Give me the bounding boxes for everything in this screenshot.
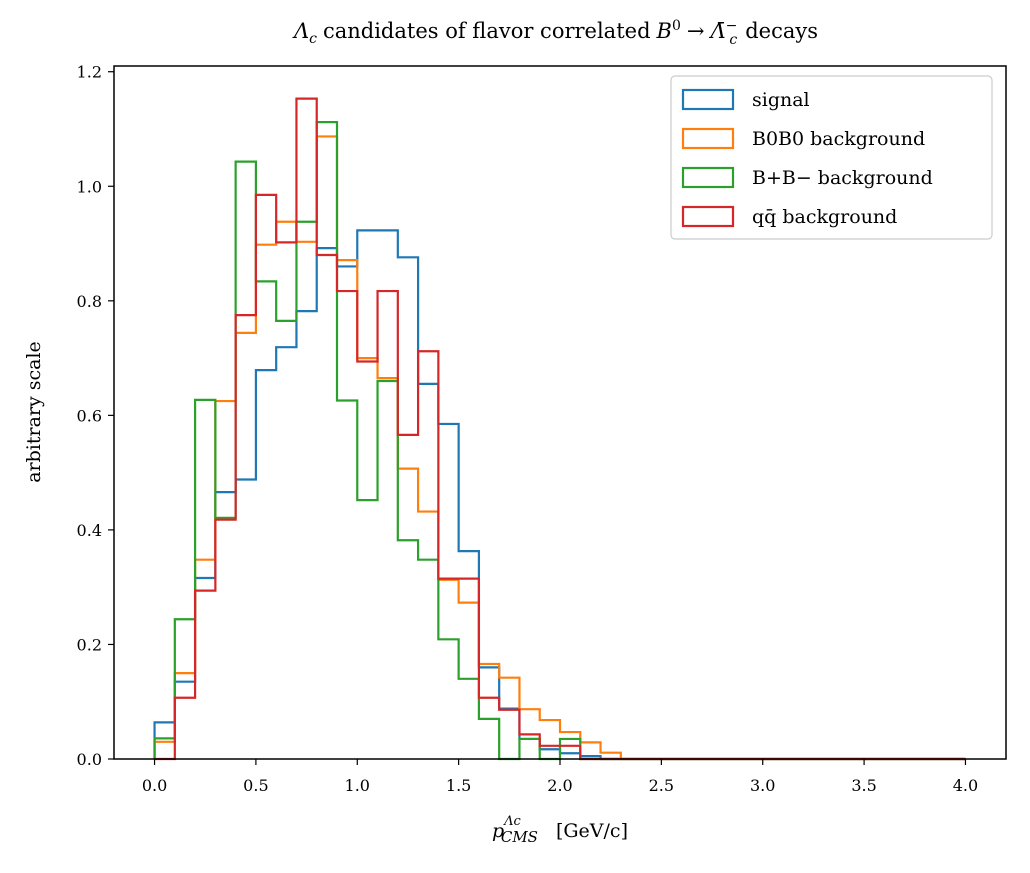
chart-title: Λc candidates of flavor correlated B0 → Λ̄− c… — [292, 18, 818, 48]
x-tick-label: 0.0 — [142, 776, 167, 795]
legend-swatch-qqbar — [681, 205, 735, 228]
x-tick-label: 4.0 — [953, 776, 978, 795]
x-tick-label: 1.5 — [446, 776, 471, 795]
legend-swatch-signal — [681, 88, 735, 111]
x-tick-label: 3.0 — [750, 776, 775, 795]
y-tick-label: 0.2 — [77, 635, 102, 654]
legend-label-bpbm: B+B− background — [752, 167, 933, 189]
x-axis-label: pΛc CMS [GeV/c] — [492, 814, 628, 846]
x-axis-ticks: 0.0 0.5 1.0 1.5 2.0 2.5 3.0 3.5 4.0 — [142, 759, 978, 795]
y-tick-label: 0.6 — [77, 406, 102, 425]
y-tick-label: 0.8 — [77, 292, 102, 311]
y-tick-label: 1.2 — [77, 63, 102, 82]
x-tick-label: 2.5 — [649, 776, 674, 795]
y-tick-label: 0.4 — [77, 521, 102, 540]
x-tick-label: 1.0 — [345, 776, 370, 795]
legend-swatch-b0b0 — [681, 127, 735, 150]
y-axis-label: arbitrary scale — [23, 341, 45, 483]
legend: signal B0B0 background B+B− background qq̄ … — [670, 75, 993, 240]
x-tick-label: 3.5 — [851, 776, 876, 795]
x-tick-label: 0.5 — [243, 776, 268, 795]
legend-label-b0b0: B0B0 background — [752, 128, 925, 150]
y-tick-label: 0.0 — [77, 750, 102, 769]
legend-label-qqbar: qq̄ background — [752, 206, 897, 228]
legend-box — [670, 75, 993, 240]
y-tick-label: 1.0 — [77, 177, 102, 196]
legend-swatch-bpbm — [681, 166, 735, 189]
y-axis-ticks: 0.0 0.2 0.4 0.6 0.8 1.0 1.2 — [77, 63, 114, 769]
legend-label-signal: signal — [752, 89, 810, 111]
x-tick-label: 2.0 — [547, 776, 572, 795]
